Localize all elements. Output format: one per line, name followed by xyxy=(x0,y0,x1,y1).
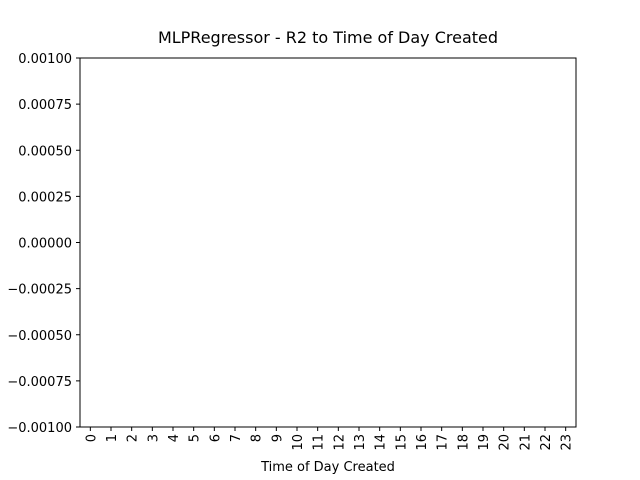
x-tick-label: 3 xyxy=(146,434,161,442)
y-tick-label: −0.00025 xyxy=(7,283,72,298)
x-tick-label: 22 xyxy=(539,434,554,451)
x-tick-label: 19 xyxy=(477,434,492,451)
plot-frame xyxy=(79,57,577,428)
x-tick-label: 2 xyxy=(126,434,141,442)
x-axis-label: Time of Day Created xyxy=(260,460,395,475)
x-tick-label: 9 xyxy=(270,434,285,442)
x-tick-label: 7 xyxy=(229,434,244,442)
x-tick-label: 12 xyxy=(332,434,347,451)
y-tick-label: 0.00100 xyxy=(18,52,72,67)
y-tick-label: −0.00050 xyxy=(7,329,72,344)
x-tick-label: 4 xyxy=(167,434,182,442)
y-tick-label: 0.00000 xyxy=(18,237,72,252)
x-tick-label: 6 xyxy=(208,434,223,442)
x-tick-label: 18 xyxy=(456,434,471,451)
y-tick-label: 0.00050 xyxy=(18,144,72,159)
x-tick-label: 17 xyxy=(436,434,451,451)
y-tick-label: 0.00025 xyxy=(18,190,72,205)
x-tick-label: 15 xyxy=(394,434,409,451)
x-tick-label: 1 xyxy=(105,434,120,442)
x-tick-label: 10 xyxy=(291,434,306,451)
y-tick-label: 0.00075 xyxy=(18,98,72,113)
x-tick-label: 5 xyxy=(188,434,203,442)
x-tick-label: 16 xyxy=(415,434,430,451)
x-tick-label: 13 xyxy=(353,434,368,451)
chart-title: MLPRegressor - R2 to Time of Day Created xyxy=(158,28,498,47)
x-tick-label: 0 xyxy=(84,434,99,442)
x-tick-label: 8 xyxy=(250,434,265,442)
x-tick-label: 11 xyxy=(312,434,327,451)
x-tick-label: 21 xyxy=(518,434,533,451)
x-tick-label: 20 xyxy=(498,434,513,451)
x-tick-label: 23 xyxy=(560,434,575,451)
y-tick-label: −0.00075 xyxy=(7,375,72,390)
y-tick-label: −0.00100 xyxy=(7,421,72,436)
x-tick-label: 14 xyxy=(374,434,389,451)
